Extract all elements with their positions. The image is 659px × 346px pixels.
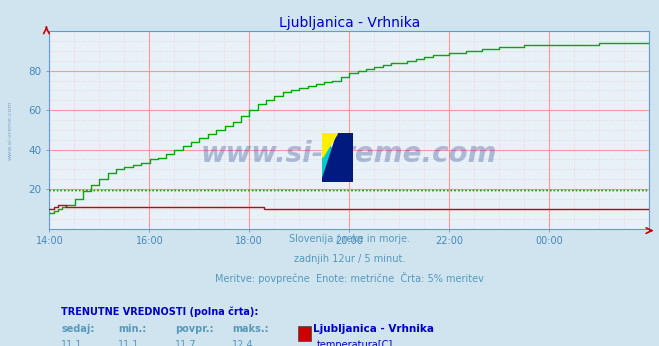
Text: sedaj:: sedaj: — [61, 324, 95, 334]
Text: 11,1: 11,1 — [61, 340, 83, 346]
Polygon shape — [322, 133, 353, 182]
Text: 11,1: 11,1 — [119, 340, 140, 346]
Text: TRENUTNE VREDNOSTI (polna črta):: TRENUTNE VREDNOSTI (polna črta): — [61, 306, 259, 317]
Polygon shape — [322, 133, 337, 157]
Text: Slovenija / reke in morje.: Slovenija / reke in morje. — [289, 234, 410, 244]
Text: www.si-vreme.com: www.si-vreme.com — [8, 100, 13, 160]
Text: temperatura[C]: temperatura[C] — [316, 340, 393, 346]
Bar — [299, 326, 312, 341]
Title: Ljubljanica - Vrhnika: Ljubljanica - Vrhnika — [279, 16, 420, 30]
Text: 12,4: 12,4 — [233, 340, 254, 346]
Polygon shape — [322, 133, 353, 182]
Text: www.si-vreme.com: www.si-vreme.com — [201, 139, 498, 167]
Bar — [299, 343, 312, 346]
Text: 11,7: 11,7 — [175, 340, 197, 346]
Text: Meritve: povprečne  Enote: metrične  Črta: 5% meritev: Meritve: povprečne Enote: metrične Črta:… — [215, 272, 484, 284]
Text: Ljubljanica - Vrhnika: Ljubljanica - Vrhnika — [313, 324, 434, 334]
Text: min.:: min.: — [119, 324, 147, 334]
Text: zadnjih 12ur / 5 minut.: zadnjih 12ur / 5 minut. — [293, 254, 405, 264]
Text: maks.:: maks.: — [233, 324, 269, 334]
Text: povpr.:: povpr.: — [175, 324, 214, 334]
